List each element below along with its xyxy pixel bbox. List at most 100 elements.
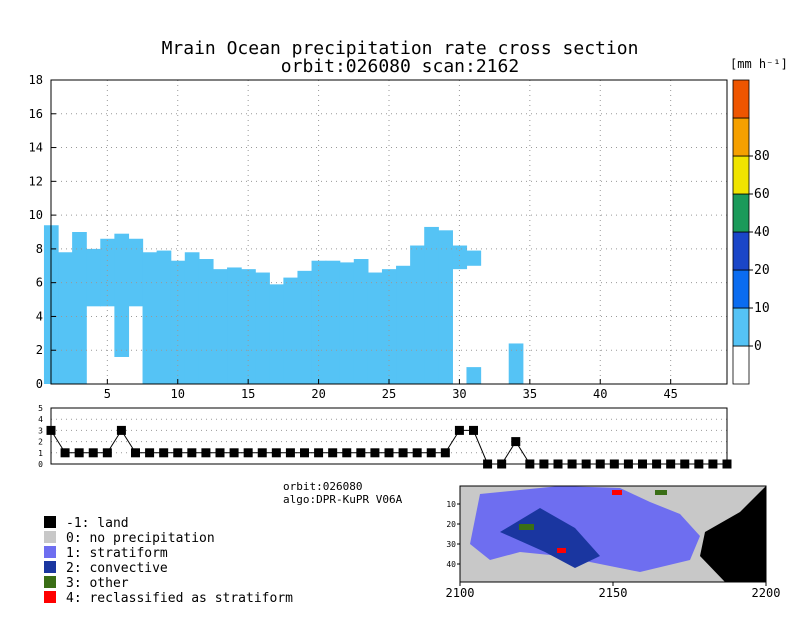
precip-column (438, 230, 453, 384)
type-point (398, 448, 408, 458)
map-reclassified-patch (557, 548, 566, 553)
precip-column (227, 267, 242, 384)
y-tick-label: 12 (29, 174, 43, 188)
x-tick-label: 5 (104, 387, 111, 401)
colorbar-segment (732, 117, 750, 157)
x-tick-label: 25 (382, 387, 396, 401)
precip-column (381, 269, 397, 384)
type-point (412, 448, 422, 458)
legend-label: -1: land (66, 516, 129, 531)
map-reclassified-patch (612, 490, 622, 495)
x-tick-label: 30 (452, 387, 466, 401)
colorbar-tick-label: 20 (754, 263, 770, 278)
y-tick-label: 18 (29, 73, 43, 87)
precip-column (255, 272, 270, 384)
precip-column (212, 269, 228, 384)
precip-column (508, 343, 524, 384)
precip-column (142, 252, 158, 384)
type-y-tick-label: 3 (38, 426, 43, 435)
precip-column (396, 265, 411, 384)
colorbar-tick-label: 80 (754, 149, 770, 164)
type-point (440, 448, 450, 458)
x-tick-label: 45 (663, 387, 677, 401)
type-point (356, 448, 366, 458)
precip-column (353, 259, 369, 384)
type-point (271, 448, 281, 458)
info-orbit: orbit:026080 (283, 480, 362, 493)
type-y-tick-label: 2 (38, 438, 43, 447)
type-point (173, 448, 183, 458)
x-tick-label: 10 (171, 387, 185, 401)
plot-frame (50, 79, 728, 385)
type-point (159, 448, 169, 458)
map-x-tick-label: 2100 (446, 586, 475, 600)
type-y-tick-label: 5 (38, 404, 43, 413)
colorbar-segment (732, 193, 750, 233)
precip-column (269, 284, 284, 384)
type-point (426, 448, 436, 458)
type-point (145, 448, 155, 458)
type-point (328, 448, 338, 458)
type-point (215, 448, 225, 458)
info-algo: algo:DPR-KuPR V06A (283, 493, 403, 506)
type-point (74, 448, 84, 458)
type-y-tick-label: 0 (38, 460, 43, 469)
precip-column (86, 248, 101, 307)
legend-label: 4: reclassified as stratiform (66, 591, 293, 606)
precip-column (297, 270, 313, 384)
colorbar-tick-label: 0 (754, 339, 762, 354)
y-tick-label: 2 (36, 343, 43, 357)
colorbar-tick-label: 60 (754, 187, 770, 202)
type-point (243, 448, 253, 458)
type-point (384, 448, 394, 458)
precip-column (128, 238, 144, 307)
colorbar-segment (732, 79, 750, 119)
precip-column (100, 238, 115, 307)
legend-swatch (44, 561, 56, 573)
map-y-tick-label: 40 (446, 560, 456, 569)
type-point (314, 448, 324, 458)
chart-title-line1: Mrain Ocean precipitation rate cross sec… (162, 38, 639, 59)
legend-label: 1: stratiform (66, 546, 168, 561)
type-point (511, 437, 521, 447)
type-point (201, 448, 211, 458)
map-x-tick-label: 2200 (752, 586, 781, 600)
precip-column (367, 272, 383, 384)
map-y-tick-label: 10 (446, 500, 456, 509)
legend-label: 3: other (66, 576, 129, 591)
legend-swatch (44, 546, 56, 558)
precip-column (311, 260, 327, 384)
precip-column (241, 269, 256, 384)
legend-label: 2: convective (66, 561, 168, 576)
type-point (187, 448, 197, 458)
precip-column (156, 250, 172, 384)
y-tick-label: 14 (29, 141, 43, 155)
y-tick-label: 6 (36, 276, 43, 290)
legend-label: 0: no precipitation (66, 531, 215, 546)
type-point (300, 448, 309, 458)
precip-column (114, 233, 130, 357)
x-tick-label: 40 (593, 387, 607, 401)
x-tick-label: 20 (311, 387, 325, 401)
precip-column (452, 245, 468, 270)
map-y-tick-label: 30 (446, 540, 456, 549)
type-point (342, 448, 352, 458)
legend-swatch (44, 531, 56, 543)
legend-swatch (44, 516, 56, 528)
precip-column (424, 226, 439, 384)
legend-swatch (44, 591, 56, 603)
type-y-tick-label: 1 (38, 449, 43, 458)
precip-column (198, 259, 214, 384)
map-convective-region (500, 508, 600, 568)
precip-column (184, 252, 200, 384)
map-land-region (700, 486, 766, 582)
type-point (257, 448, 267, 458)
type-point (88, 448, 98, 458)
precip-column (466, 367, 482, 384)
y-tick-label: 10 (29, 208, 43, 222)
colorbar-segment (732, 345, 750, 385)
y-tick-label: 4 (36, 309, 43, 323)
type-point (469, 425, 478, 435)
precip-column (58, 252, 73, 384)
